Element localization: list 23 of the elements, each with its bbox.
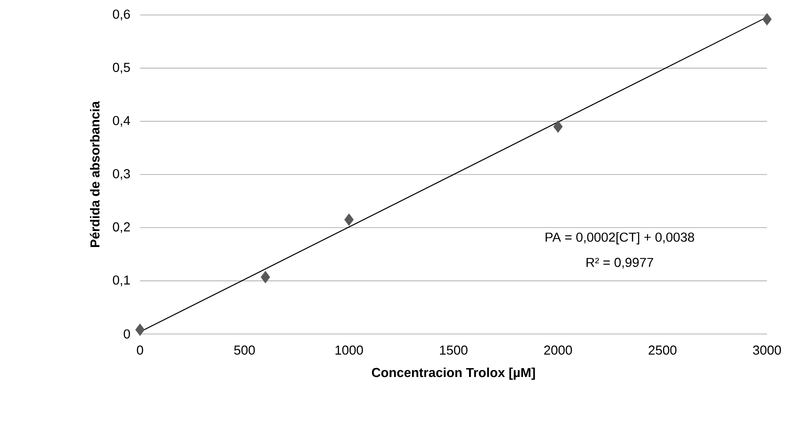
point: [135, 324, 145, 336]
point: [762, 13, 772, 26]
x-tick-label: 2000: [544, 346, 572, 355]
annotation: R² = 0,9977: [586, 258, 654, 269]
y-tick-label: 0,3: [112, 169, 130, 180]
x-tick-label: 1000: [336, 346, 363, 355]
point: [344, 213, 354, 226]
y-tick-label: 0,1: [112, 275, 130, 286]
x-tick-label: 500: [234, 346, 255, 355]
annotation: PA = 0,0002[CT] + 0,0038: [546, 232, 694, 244]
y-tick-label: 0,6: [112, 10, 130, 20]
point: [553, 120, 563, 133]
x-tick-label: 2500: [648, 346, 676, 355]
y-axis-title: Pérdida de absorbancia: [90, 101, 100, 247]
point: [260, 270, 270, 284]
x-axis-title: Concentracion Trolox [µM]: [372, 368, 535, 380]
y-tick-label: 0,2: [112, 222, 130, 234]
x-tick-label: 0: [136, 346, 144, 355]
y-tick-label: 0,5: [112, 62, 130, 74]
x-tick-label: 1500: [440, 346, 468, 355]
y-tick-label: 0: [124, 329, 130, 339]
x-tick-label: 3000: [753, 346, 781, 355]
y-tick-label: 0,4: [112, 116, 130, 127]
